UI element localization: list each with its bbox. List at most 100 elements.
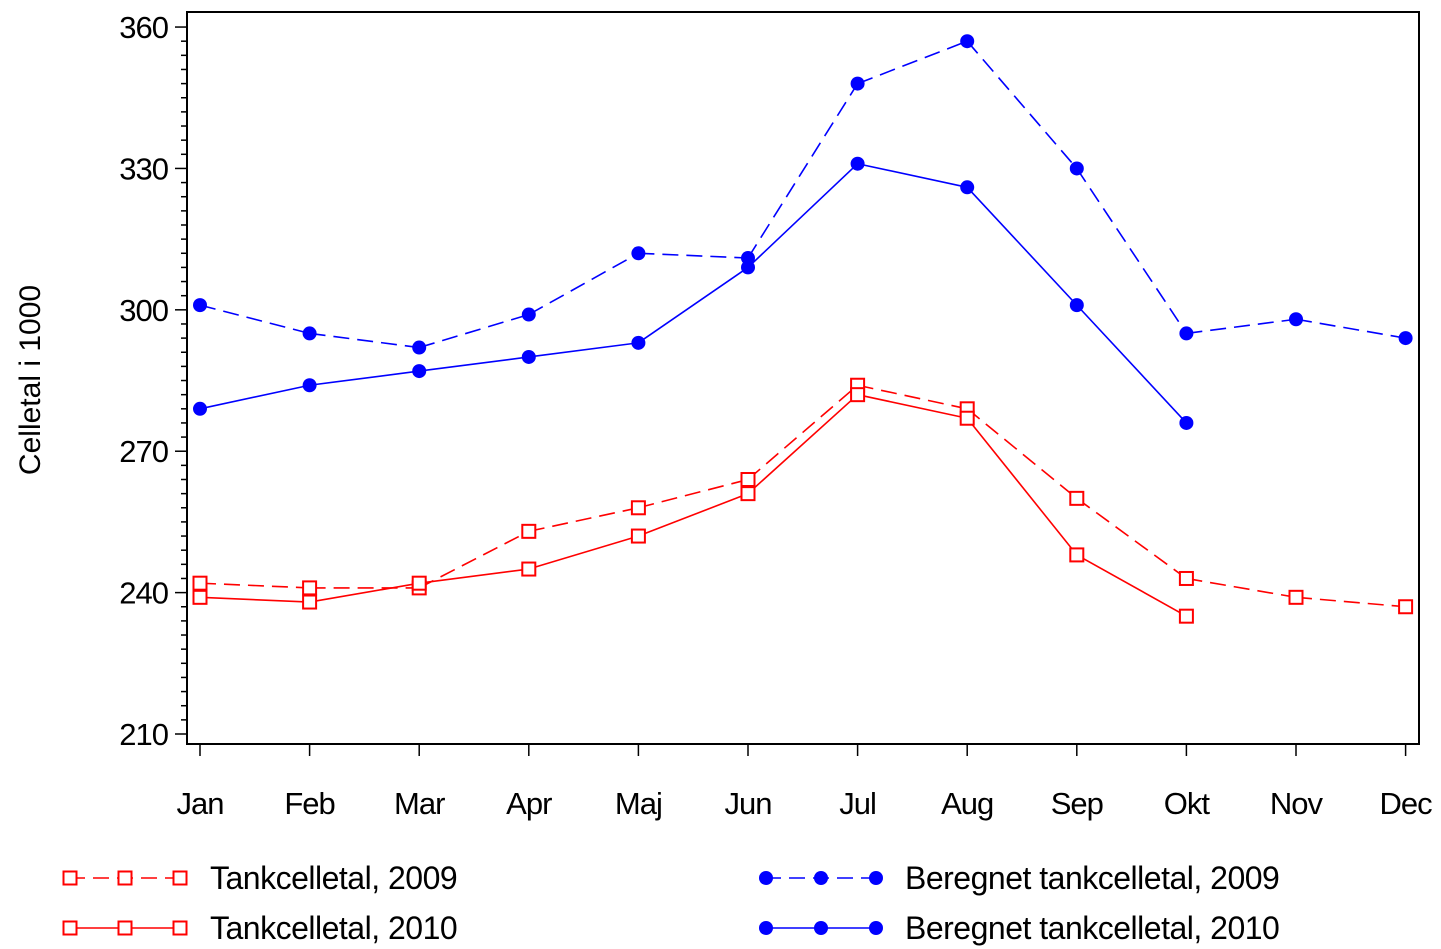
x-tick-label: Mar [394,786,445,821]
data-point [741,260,755,275]
data-point [1179,326,1194,341]
series-line-segment [419,356,529,372]
series-line-segment [199,304,310,335]
legend-marker [814,871,828,885]
data-point [521,523,537,539]
data-point [192,589,208,605]
data-point [630,500,646,516]
series-line-segment [1076,304,1187,424]
data-point [521,307,536,322]
series-line-segment [966,408,1078,499]
x-tick-label: Feb [284,786,334,821]
data-point [1069,547,1085,563]
series-4 [193,156,1194,430]
series-line-segment [638,252,749,259]
x-tick-label: Sep [1051,786,1103,821]
legend-marker [172,870,188,886]
series-line-segment [309,582,420,603]
series-1 [192,377,1414,615]
data-point [740,486,756,502]
legend-marker [869,871,883,885]
x-tick-label: Okt [1164,786,1211,821]
data-point [850,156,865,171]
legend-marker [814,921,828,935]
data-point [193,401,207,416]
series-line-segment [747,394,859,495]
y-axis-title: Celletal i 1000 [14,285,47,475]
x-tick-label: Jun [725,786,772,821]
series-line-segment [1295,318,1406,339]
series-line-segment [747,83,859,259]
x-tick-label: Maj [615,786,662,821]
data-point [850,76,865,91]
series-line-segment [199,384,310,410]
series-line-segment [309,370,420,387]
series-3 [193,34,1413,355]
y-tick-label: 330 [119,151,168,186]
series-line-segment [1295,596,1406,608]
data-point [960,180,975,195]
series-line-segment [199,582,310,589]
series-line-segment [418,313,530,349]
series-line-segment [638,492,749,537]
series-line-segment [747,163,859,268]
data-point [1178,570,1194,586]
data-point [960,34,975,49]
data-point [192,575,208,591]
legend-marker [759,871,773,885]
data-point [631,246,646,261]
legend: Tankcelletal, 2009 Tankcelletal, 2010 Bere… [62,860,1280,946]
plot-frame [186,11,1420,745]
data-point [959,410,975,426]
y-axis: 210 240 270 300 330 360 [119,10,187,752]
data-point [412,364,427,379]
data-point [740,471,756,487]
data-point [411,575,427,591]
data-point [630,528,646,544]
data-point [302,326,317,341]
series-line-segment [528,342,639,358]
legend-label: Beregnet tankcelletal, 2010 [905,910,1279,946]
legend-marker [117,870,133,886]
legend-marker [62,920,78,936]
series-line-segment [1076,554,1187,617]
data-point [1178,608,1194,624]
series-2 [192,387,1194,624]
data-point [1069,298,1084,313]
legend-item: Tankcelletal, 2009 [62,860,458,896]
legend-marker [62,870,78,886]
data-point [1289,312,1303,327]
data-point [412,340,427,355]
series-line-segment [528,252,639,316]
x-tick-label: Nov [1270,786,1324,821]
y-tick-label: 210 [119,717,168,752]
data-point [302,594,318,610]
data-point [521,561,537,577]
x-tick-label: Jul [839,786,876,821]
x-tick-label: Dec [1380,786,1433,821]
x-tick-label: Apr [506,786,552,821]
series-line-segment [1186,577,1297,599]
data-point [1398,331,1413,346]
data-point [850,387,866,403]
data-point [302,378,317,393]
data-point [521,349,536,364]
series-line-segment [637,266,749,344]
legend-item: Tankcelletal, 2010 [62,910,458,946]
legend-label: Tankcelletal, 2010 [210,910,457,946]
series-line-segment [1076,167,1188,334]
legend-marker [759,921,773,935]
series-line-segment [966,417,1078,556]
series-line-segment [1076,497,1187,580]
series-line-segment [419,568,529,584]
y-tick-label: 300 [119,293,168,328]
data-point [1288,589,1304,605]
legend-marker [172,920,188,936]
data-point [1398,599,1414,615]
data-point [1069,490,1085,506]
series-line-segment [528,506,639,533]
series-line-segment [1186,318,1297,335]
legend-item: Beregnet tankcelletal, 2009 [759,860,1280,896]
y-tick-label: 270 [119,434,168,469]
